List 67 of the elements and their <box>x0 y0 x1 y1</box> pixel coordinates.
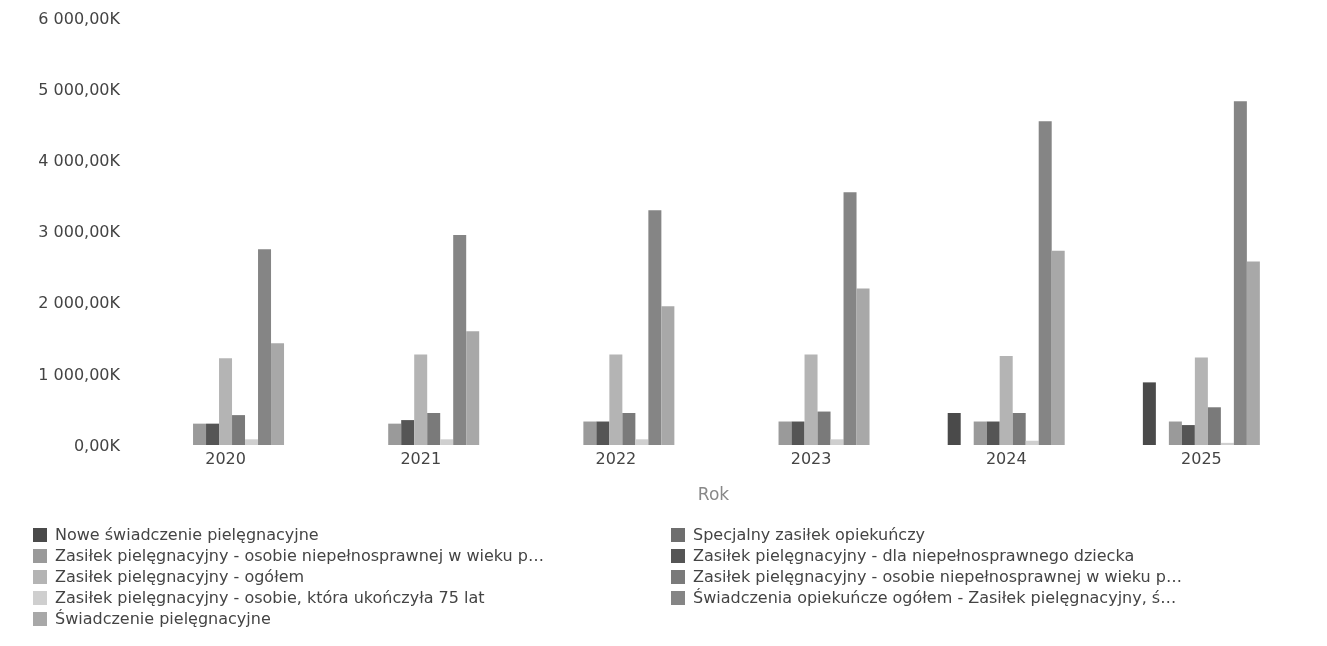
legend-label: Zasiłek pielęgnacyjny - osobie, która ukończyła 75 lat <box>55 588 485 607</box>
legend-label: Świadczenia opiekuńcze ogółem - Zasiłek pielęgnacyjny, ś… <box>693 588 1177 607</box>
legend-label: Zasiłek pielęgnacyjny - ogółem <box>55 567 305 586</box>
x-tick-label: 2025 <box>1181 449 1222 469</box>
bar <box>648 210 662 445</box>
bar <box>219 358 233 445</box>
bar <box>986 421 1000 445</box>
legend-label: Nowe świadczenie pielęgnacyjne <box>55 525 319 544</box>
legend-label: Specjalny zasiłek opiekuńczy <box>693 525 926 544</box>
bar <box>1181 425 1195 445</box>
bar <box>583 421 597 445</box>
bar <box>1012 412 1026 445</box>
bar <box>1025 440 1039 445</box>
bar <box>258 249 272 445</box>
y-tick-label: 3 000,00K <box>38 222 121 242</box>
bar <box>271 343 285 445</box>
y-tick-label: 6 000,00K <box>38 8 121 28</box>
bar <box>622 412 636 445</box>
bar <box>973 421 987 445</box>
bar <box>193 423 207 445</box>
bar <box>804 354 818 445</box>
x-tick-label: 2021 <box>400 449 442 469</box>
bar <box>206 423 220 445</box>
bar <box>1246 261 1260 445</box>
y-tick-label: 0,00K <box>73 435 121 455</box>
bar <box>778 421 792 445</box>
legend-label: Świadczenie pielęgnacyjne <box>55 609 271 628</box>
bar <box>791 421 805 445</box>
bar <box>1207 407 1221 445</box>
bar <box>817 411 831 445</box>
bar <box>1051 250 1065 445</box>
bar <box>245 439 259 445</box>
bar <box>1142 382 1156 445</box>
y-tick-label: 1 000,00K <box>38 364 121 384</box>
legend-label: Zasiłek pielęgnacyjny - osobie niepełnosprawnej w wieku p… <box>55 546 544 565</box>
bar <box>830 439 844 445</box>
legend-label: Zasiłek pielęgnacyjny - osobie niepełnosprawnej w wieku p… <box>693 567 1182 586</box>
x-tick-label: 2022 <box>595 449 637 469</box>
bar <box>453 235 467 445</box>
bar <box>1233 101 1247 445</box>
bar <box>609 354 623 445</box>
bar <box>856 288 870 445</box>
bar <box>427 412 441 445</box>
bar <box>661 306 675 445</box>
x-tick-label: 2024 <box>985 449 1027 469</box>
bar <box>1168 421 1182 445</box>
bar <box>232 415 246 445</box>
y-tick-label: 4 000,00K <box>38 151 121 171</box>
bar <box>843 192 857 445</box>
bar <box>596 421 610 445</box>
bar <box>999 356 1013 445</box>
bar <box>440 439 454 445</box>
bar <box>414 354 428 445</box>
bar <box>388 423 402 445</box>
bar <box>1194 357 1208 445</box>
legend-label: Zasiłek pielęgnacyjny - dla niepełnosprawnego dziecka <box>693 546 1135 565</box>
bar <box>1220 442 1234 445</box>
x-tick-label: 2023 <box>790 449 832 469</box>
bar <box>947 412 961 445</box>
x-axis-title: Rok <box>697 484 730 504</box>
bar <box>466 331 480 445</box>
y-tick-label: 5 000,00K <box>38 79 121 99</box>
y-tick-label: 2 000,00K <box>38 293 121 313</box>
bar <box>1038 121 1052 445</box>
bar <box>635 439 649 445</box>
bar <box>401 420 415 445</box>
x-tick-label: 2020 <box>205 449 246 469</box>
